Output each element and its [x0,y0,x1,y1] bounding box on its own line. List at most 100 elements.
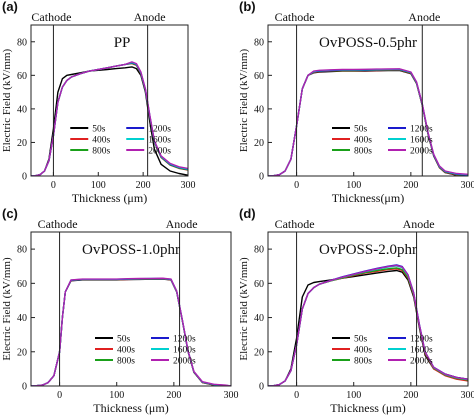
x-tick-label: 200 [403,390,418,401]
chart-panel-3: Cathode Anode 0 100 200 300 0 20 40 60 80 Thickness… [1,206,239,415]
x-tick-label: 100 [346,180,361,191]
legend-label-50s: 50s [92,125,106,135]
y-tick-label: 40 [17,104,27,115]
legend-label-400s: 400s [354,346,372,356]
y-tick-label: 0 [259,382,264,393]
legend-label-1200s: 1200s [410,335,433,345]
legend-label-2000s: 2000s [148,147,171,157]
plot-frame [267,24,469,177]
electrode-label-anode: Anode [403,217,435,231]
series-line-800s [268,69,468,176]
y-tick-label: 0 [22,382,27,393]
legend-label-1200s: 1200s [148,125,171,135]
y-tick-label: 40 [254,104,264,115]
y-tick-label: 60 [254,279,264,290]
legend-label-1200s: 1200s [173,335,196,345]
chart-title: PP [114,35,131,51]
plot-frame [267,231,469,387]
legend-label-2000s: 2000s [410,357,433,367]
series-line-50s [268,69,468,176]
panel-label: (d) [239,206,256,221]
y-axis-label: Electric Field (kV/mm) [1,49,13,153]
y-axis-label: Electric Field (kV/mm) [1,257,13,361]
y-tick-label: 40 [17,313,27,324]
electrode-label-cathode: Cathode [275,217,315,231]
electrode-label-anode: Anode [166,217,198,231]
series-line-1600s [268,68,468,176]
chart-title: OvPOSS-1.0phr [82,242,180,258]
series-line-2000s [31,277,231,386]
legend-label-800s: 800s [354,357,372,367]
x-tick-label: 300 [461,180,474,191]
legend-label-400s: 400s [354,136,372,146]
electrode-label-cathode: Cathode [275,10,315,24]
y-tick-label: 80 [17,245,27,256]
legend-label-1600s: 1600s [410,136,433,146]
electrode-label-cathode: Cathode [31,10,71,24]
series-line-50s [268,269,468,386]
series-line-2000s [268,264,468,386]
x-tick-label: 0 [294,180,299,191]
x-axis-label: Thickness (μm) [330,401,405,415]
x-tick-label: 0 [294,390,299,401]
panel-label: (c) [2,206,18,221]
legend-label-800s: 800s [117,357,135,367]
legend-label-400s: 400s [117,346,135,356]
panel-label: (a) [2,0,18,14]
x-tick-label: 200 [166,390,181,401]
legend-label-50s: 50s [354,335,368,345]
series-line-1200s [268,68,468,176]
x-tick-label: 300 [181,180,196,191]
y-tick-label: 20 [17,347,27,358]
legend-label-2000s: 2000s [173,357,196,367]
legend-label-400s: 400s [92,136,110,146]
electrode-label-cathode: Cathode [38,217,78,231]
y-tick-label: 20 [254,347,264,358]
y-tick-label: 0 [22,172,27,183]
x-tick-label: 100 [346,390,361,401]
chart-title: OvPOSS-0.5phr [319,35,417,51]
series-line-2000s [268,68,468,176]
electrode-label-anode: Anode [408,10,440,24]
legend-label-1600s: 1600s [410,346,433,356]
x-tick-label: 300 [224,390,239,401]
y-tick-label: 40 [254,313,264,324]
chart-panel-2: Cathode Anode 0 100 200 300 0 20 40 60 80 Thickness… [238,0,474,205]
legend-label-1200s: 1200s [410,125,433,135]
y-tick-label: 60 [254,71,264,82]
y-tick-label: 80 [17,37,27,48]
series-line-400s [268,69,468,176]
panel-label: (b) [239,0,256,14]
x-tick-label: 200 [403,180,418,191]
y-tick-label: 20 [254,138,264,149]
legend-label-800s: 800s [92,147,110,157]
x-tick-label: 200 [136,180,151,191]
y-tick-label: 20 [17,138,27,149]
chart-title: OvPOSS-2.0phr [319,242,417,258]
series-line-2000s [31,61,188,176]
legend-label-1600s: 1600s [173,346,196,356]
x-tick-label: 0 [51,180,56,191]
chart-panel-1: Cathode Anode 0 100 200 300 0 20 40 60 80 Thickness… [1,0,196,205]
y-axis-label: Electric Field (kV/mm) [238,49,250,153]
chart-panel-4: Cathode Anode 0 100 200 300 0 20 40 60 80 Thickness… [238,206,474,415]
legend-label-800s: 800s [354,147,372,157]
x-axis-label: Thickness(μm) [332,191,404,205]
x-tick-label: 300 [461,390,474,401]
y-tick-label: 60 [17,279,27,290]
electrode-label-anode: Anode [134,10,166,24]
y-tick-label: 60 [17,71,27,82]
x-axis-label: Thickness (μm) [93,401,168,415]
legend-label-50s: 50s [354,125,368,135]
plot-frame [30,24,189,177]
x-tick-label: 100 [91,180,106,191]
x-tick-label: 0 [57,390,62,401]
legend-label-1600s: 1600s [148,136,171,146]
y-axis-label: Electric Field (kV/mm) [238,257,250,361]
x-axis-label: Thickness (μm) [72,191,147,205]
legend-label-2000s: 2000s [410,147,433,157]
y-tick-label: 80 [254,37,264,48]
x-tick-label: 100 [109,390,124,401]
y-tick-label: 80 [254,245,264,256]
